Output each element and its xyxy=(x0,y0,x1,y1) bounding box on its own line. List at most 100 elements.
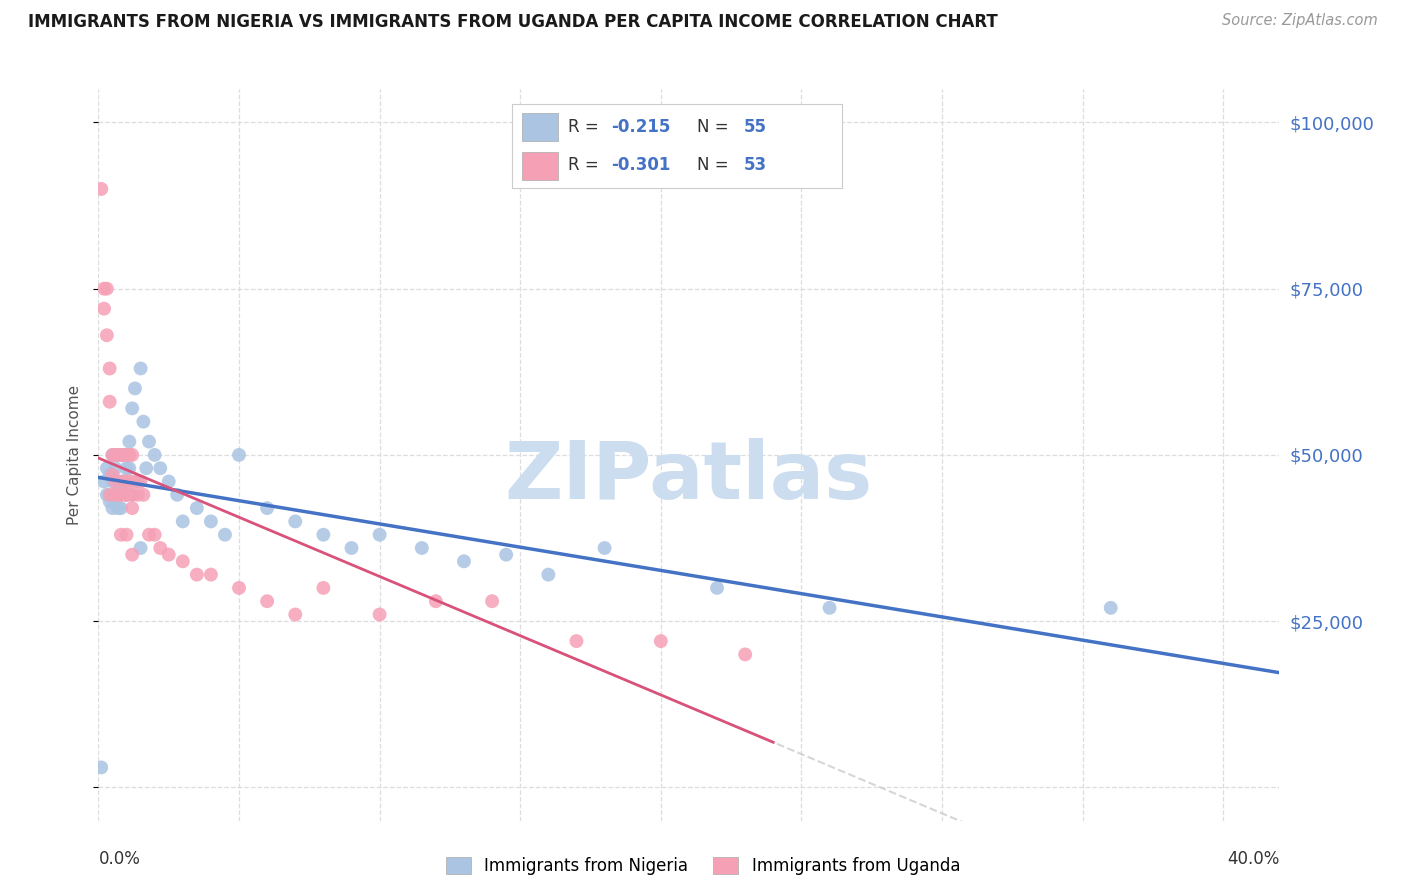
Legend: Immigrants from Nigeria, Immigrants from Uganda: Immigrants from Nigeria, Immigrants from… xyxy=(437,849,969,884)
Point xyxy=(115,488,138,502)
Point xyxy=(734,648,756,662)
Point xyxy=(104,488,127,502)
Y-axis label: Per Capita Income: Per Capita Income xyxy=(66,384,82,525)
Point xyxy=(368,607,391,622)
Point xyxy=(284,515,307,529)
Point xyxy=(110,475,132,489)
Point xyxy=(312,527,335,541)
Point xyxy=(565,634,588,648)
Point xyxy=(312,581,335,595)
Point xyxy=(110,448,132,462)
Point xyxy=(200,567,222,582)
Point xyxy=(115,488,138,502)
Point xyxy=(228,581,250,595)
Point xyxy=(101,448,124,462)
Point xyxy=(166,488,188,502)
Point xyxy=(121,401,143,416)
Point xyxy=(143,448,166,462)
Point xyxy=(110,488,132,502)
Point xyxy=(90,182,112,196)
Point xyxy=(129,475,152,489)
Point xyxy=(124,381,146,395)
Point xyxy=(110,501,132,516)
Point xyxy=(93,301,115,316)
Point xyxy=(256,594,278,608)
Point xyxy=(121,548,143,562)
Point xyxy=(104,488,127,502)
Point xyxy=(112,475,135,489)
Point xyxy=(115,448,138,462)
Point xyxy=(138,434,160,449)
Point xyxy=(256,501,278,516)
Point xyxy=(129,541,152,555)
Point xyxy=(157,548,180,562)
Point xyxy=(132,488,155,502)
Point xyxy=(186,567,208,582)
Point xyxy=(284,607,307,622)
Point xyxy=(172,515,194,529)
Point xyxy=(118,475,141,489)
Point xyxy=(495,548,517,562)
Point xyxy=(104,448,127,462)
Point xyxy=(101,448,124,462)
Point xyxy=(593,541,616,555)
Point xyxy=(93,282,115,296)
Point xyxy=(110,527,132,541)
Point xyxy=(453,554,475,568)
Point xyxy=(411,541,433,555)
Point xyxy=(143,527,166,541)
Point xyxy=(104,461,127,475)
Point xyxy=(118,434,141,449)
Point xyxy=(650,634,672,648)
Point xyxy=(706,581,728,595)
Point xyxy=(101,467,124,482)
Point xyxy=(157,475,180,489)
Point xyxy=(121,448,143,462)
Point xyxy=(110,488,132,502)
Point xyxy=(93,475,115,489)
Point xyxy=(149,461,172,475)
Point xyxy=(98,394,121,409)
Point xyxy=(98,488,121,502)
Text: ZIPatlas: ZIPatlas xyxy=(505,438,873,516)
Point xyxy=(96,461,118,475)
Point xyxy=(124,475,146,489)
Point xyxy=(118,448,141,462)
Point xyxy=(228,448,250,462)
Point xyxy=(129,361,152,376)
Point xyxy=(98,361,121,376)
Point xyxy=(121,488,143,502)
Point xyxy=(186,501,208,516)
Point xyxy=(818,600,841,615)
Point xyxy=(107,448,129,462)
Point xyxy=(138,527,160,541)
Point xyxy=(107,501,129,516)
Point xyxy=(96,282,118,296)
Text: Source: ZipAtlas.com: Source: ZipAtlas.com xyxy=(1222,13,1378,29)
Point xyxy=(121,501,143,516)
Point xyxy=(149,541,172,555)
Point xyxy=(425,594,447,608)
Point xyxy=(481,594,503,608)
Point xyxy=(537,567,560,582)
Point xyxy=(98,467,121,482)
Point xyxy=(115,488,138,502)
Point xyxy=(200,515,222,529)
Point xyxy=(115,527,138,541)
Point xyxy=(107,488,129,502)
Point xyxy=(132,415,155,429)
Point xyxy=(104,475,127,489)
Point xyxy=(112,448,135,462)
Point xyxy=(214,527,236,541)
Point xyxy=(121,488,143,502)
Point xyxy=(107,475,129,489)
Point xyxy=(127,475,149,489)
Point xyxy=(172,554,194,568)
Point xyxy=(368,527,391,541)
Point xyxy=(118,461,141,475)
Point xyxy=(101,475,124,489)
Point xyxy=(101,501,124,516)
Point xyxy=(110,448,132,462)
Point xyxy=(127,488,149,502)
Point xyxy=(98,494,121,508)
